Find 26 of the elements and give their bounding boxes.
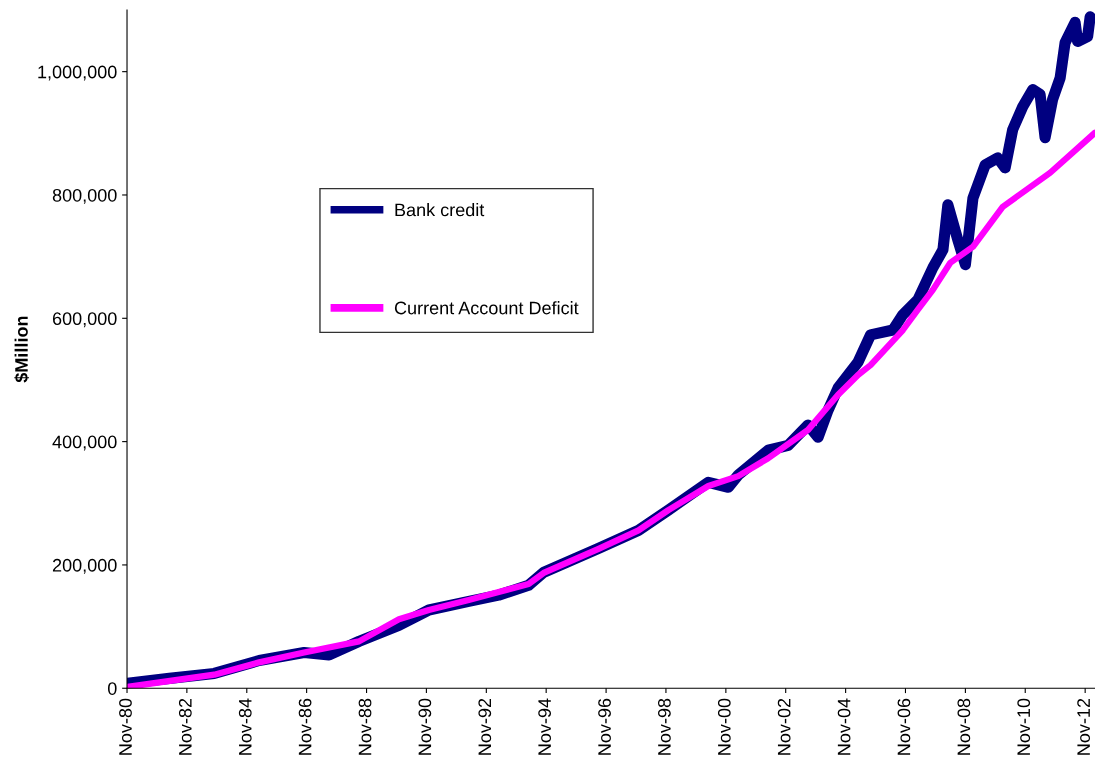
x-tick-label: Nov-02 (777, 698, 791, 755)
x-tick-label: Nov-00 (717, 698, 731, 755)
x-tick-label: Nov-10 (1017, 698, 1031, 755)
x-tick-label: Nov-84 (238, 698, 252, 755)
x-tick-label: Nov-08 (957, 698, 971, 755)
y-tick-label: 400,000 (52, 435, 117, 451)
y-tick-label: 1,000,000 (38, 65, 117, 81)
x-tick-label: Nov-86 (298, 698, 312, 755)
x-tick-label: Nov-04 (837, 698, 851, 755)
x-tick-label: Nov-80 (119, 698, 132, 755)
legend-label: Current Account Deficit (394, 301, 579, 315)
x-tick-label: Nov-98 (658, 698, 671, 755)
x-tick-label: Nov-12 (1077, 698, 1091, 755)
y-tick-label: 600,000 (52, 312, 117, 328)
x-tick-label: Nov-82 (178, 698, 192, 755)
x-tick-label: Nov-96 (598, 698, 611, 755)
legend-label: Bank credit (395, 203, 485, 217)
x-tick-label: Nov-94 (538, 698, 552, 755)
y-tick-label: 0 (107, 682, 117, 695)
x-tick-label: Nov-90 (418, 698, 432, 755)
y-tick-label: 200,000 (52, 558, 117, 574)
y-axis-title: $Million (14, 316, 30, 383)
y-tick-label: 800,000 (52, 188, 117, 204)
x-tick-label: Nov-06 (897, 698, 911, 755)
x-tick-label: Nov-92 (478, 698, 492, 755)
x-tick-label: Nov-88 (358, 698, 372, 755)
